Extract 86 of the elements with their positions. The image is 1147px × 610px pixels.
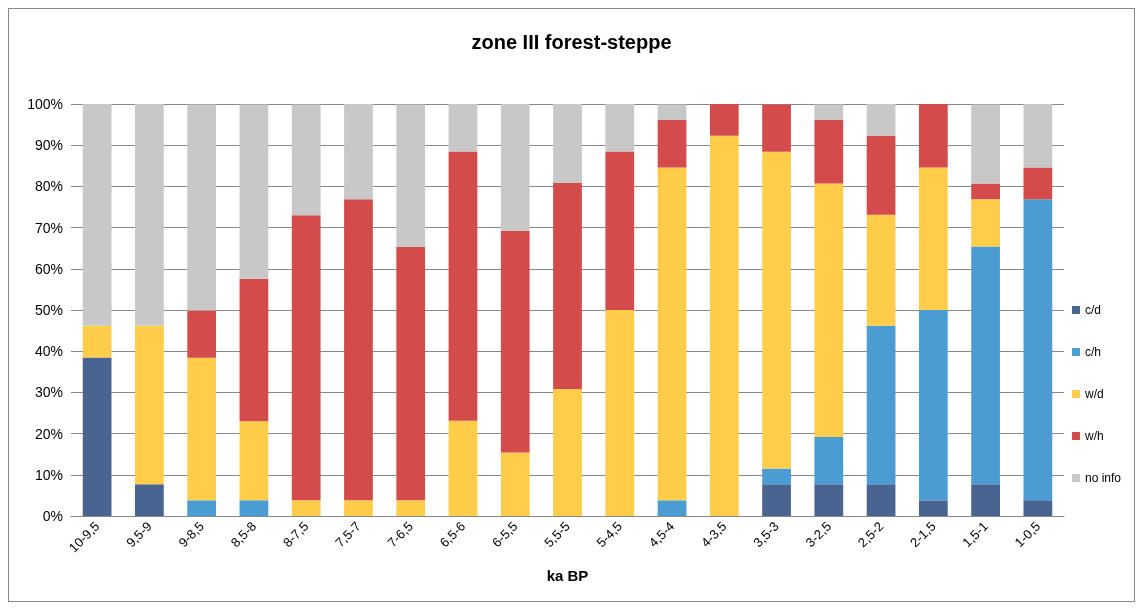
bar [866, 325, 896, 485]
bar [135, 484, 164, 516]
bar [918, 500, 948, 516]
bar [918, 310, 948, 501]
bar [291, 104, 321, 216]
legend-label: c/h [1084, 345, 1101, 359]
x-axis-title: ka BP [546, 567, 589, 584]
bar [553, 183, 582, 390]
legend-label: no info [1084, 471, 1122, 485]
bar [814, 120, 844, 184]
bar [344, 500, 373, 516]
bar [187, 104, 217, 311]
bar [448, 420, 478, 516]
bar [657, 104, 687, 121]
bar [553, 389, 582, 516]
bar [866, 135, 896, 215]
bar [657, 120, 687, 168]
bar [709, 104, 739, 136]
bar [605, 310, 635, 516]
bar [553, 104, 582, 184]
legend-label: w/d [1083, 387, 1104, 401]
bar [396, 500, 426, 516]
bar [82, 325, 112, 358]
bar [239, 421, 269, 501]
y-tick-label: 80% [34, 178, 63, 195]
bar [971, 199, 1000, 247]
y-tick-label: 10% [34, 466, 63, 483]
bar [971, 246, 1000, 485]
bar [82, 104, 112, 326]
bar [239, 500, 269, 516]
bar [500, 230, 530, 453]
bar [762, 104, 791, 152]
bar [866, 484, 896, 516]
y-tick-label: 50% [34, 302, 63, 318]
bar [605, 104, 635, 152]
bar [814, 484, 844, 516]
bar [918, 104, 948, 168]
bar [1023, 104, 1053, 168]
bar [396, 246, 426, 501]
bar [814, 183, 844, 437]
bar [657, 500, 687, 516]
bar [971, 183, 1000, 200]
y-tick-label: 100% [27, 96, 63, 112]
bar [1023, 167, 1053, 200]
bar [239, 278, 269, 422]
bar [762, 484, 791, 516]
y-tick-label: 0% [42, 508, 63, 524]
y-tick-label: 20% [34, 425, 63, 442]
bar [448, 151, 478, 421]
legend-label: w/h [1083, 429, 1104, 443]
bar [187, 500, 217, 516]
y-tick-label: 30% [34, 384, 63, 401]
bar [135, 104, 164, 326]
bar [500, 452, 530, 516]
bar [82, 357, 112, 516]
chart-title: zone III forest-steppe [471, 31, 672, 53]
bar [709, 135, 739, 516]
bar [344, 104, 373, 200]
y-tick-label: 60% [34, 260, 63, 277]
bar [762, 151, 791, 469]
y-tick-label: 70% [34, 219, 63, 236]
bar [762, 468, 791, 485]
bar [814, 436, 844, 485]
bar [814, 104, 844, 121]
y-tick-label: 90% [34, 137, 63, 154]
bar [448, 104, 478, 152]
bar [291, 215, 321, 501]
bar [866, 104, 896, 136]
bar [396, 104, 426, 247]
bar [866, 214, 896, 326]
legend-label: c/d [1084, 303, 1101, 317]
bar [291, 500, 321, 516]
bar [239, 104, 269, 279]
bar [605, 151, 635, 310]
bar [500, 104, 530, 231]
bar [657, 167, 687, 501]
bar [135, 325, 164, 485]
bar [1023, 500, 1053, 516]
bar [187, 357, 217, 501]
bar [918, 167, 948, 310]
y-tick-label: 40% [34, 343, 63, 360]
bar [187, 310, 217, 358]
bar [971, 104, 1000, 184]
bar [1023, 199, 1053, 501]
bar [971, 484, 1000, 516]
bar [344, 199, 373, 501]
